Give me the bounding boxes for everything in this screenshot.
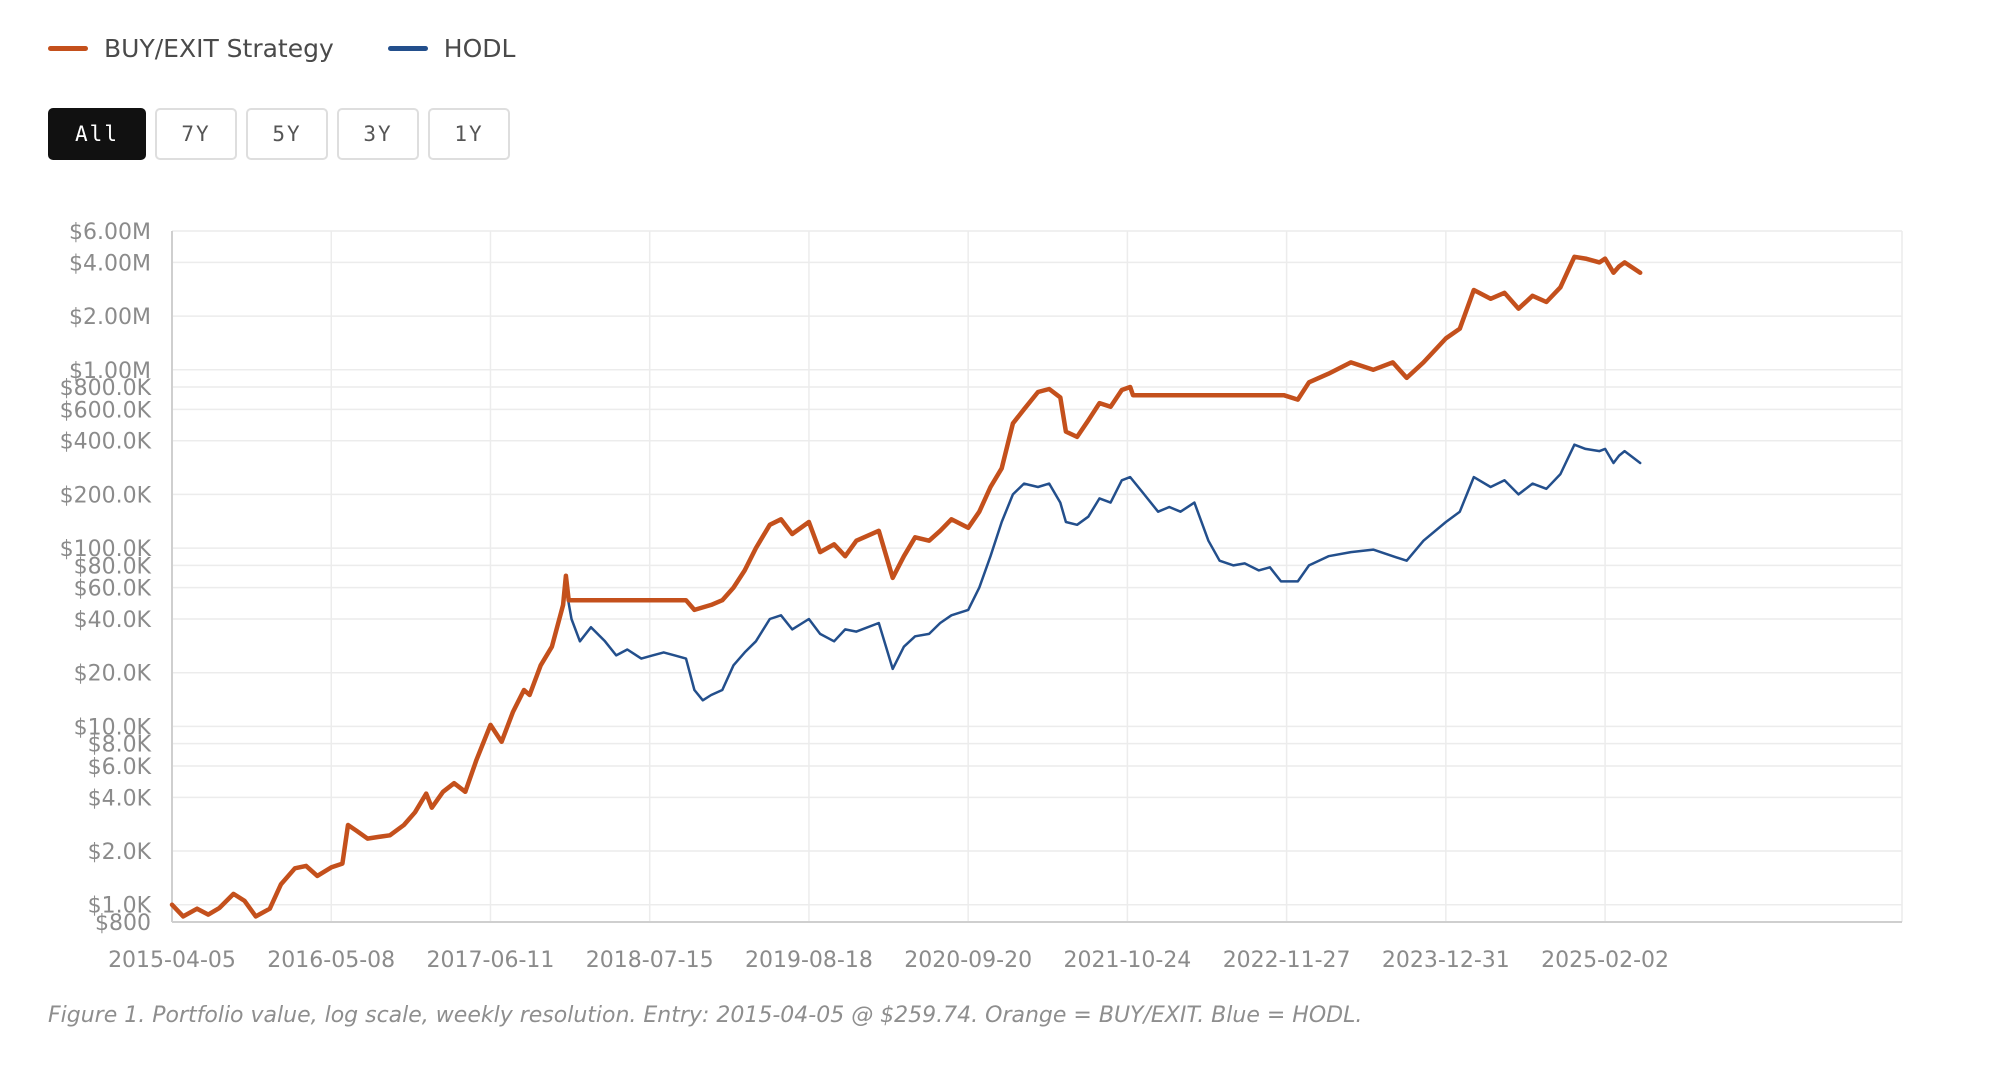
chart-tick-labels: $800$1.0K $2.0K $4.0K $6.0K$8.0K$10.0K $20.0…	[60, 220, 1669, 973]
range-button-5y[interactable]: 5Y	[246, 108, 328, 160]
x-tick-label: 2015-04-05	[108, 948, 236, 973]
y-tick-label: $80.0K	[74, 554, 152, 579]
y-tick-label: $6.00M	[69, 220, 151, 245]
x-tick-label: 2021-10-24	[1063, 948, 1191, 973]
y-tick-label: $60.0K	[74, 577, 152, 602]
portfolio-value-chart: $800$1.0K $2.0K $4.0K $6.0K$8.0K$10.0K $20.0…	[60, 220, 1903, 973]
y-tick-label: $4.00M	[69, 251, 151, 276]
x-tick-label: 2020-09-20	[904, 948, 1032, 973]
chart-series	[169, 254, 1643, 919]
legend-swatch-hodl	[387, 45, 428, 51]
range-button-3y[interactable]: 3Y	[337, 108, 419, 160]
y-tick-label: $4.0K	[88, 786, 152, 811]
chart-legend: BUY/EXIT Strategy HODL	[48, 28, 515, 68]
x-tick-label: 2025-02-02	[1541, 948, 1669, 973]
x-tick-label: 2019-08-18	[745, 948, 873, 973]
y-tick-label: $800.0K	[60, 376, 152, 401]
legend-swatch-buy-exit	[48, 45, 88, 51]
hodl-line	[564, 443, 1642, 702]
legend-label-buy-exit: BUY/EXIT Strategy	[104, 33, 334, 63]
y-tick-label: $600.0K	[60, 398, 152, 423]
range-button-1y[interactable]: 1Y	[428, 108, 510, 160]
x-tick-label: 2017-06-11	[427, 948, 555, 973]
figure-caption: Figure 1. Portfolio value, log scale, we…	[48, 1003, 1363, 1028]
range-button-7y[interactable]: 7Y	[155, 108, 237, 160]
legend-label-hodl: HODL	[443, 33, 516, 63]
buy-exit-strategy-line	[169, 254, 1643, 919]
y-tick-label: $2.0K	[88, 840, 152, 865]
y-tick-label: $10.0K	[74, 715, 152, 740]
y-tick-label: $400.0K	[60, 430, 152, 455]
range-button-all[interactable]: All	[48, 108, 146, 160]
y-tick-label: $1.0K	[88, 894, 152, 919]
x-tick-label: 2018-07-15	[586, 948, 714, 973]
y-tick-label: $20.0K	[74, 662, 152, 687]
x-tick-label: 2022-11-27	[1223, 948, 1351, 973]
y-tick-label: $100.0K	[60, 537, 152, 562]
y-tick-label: $8.0K	[88, 733, 152, 758]
chart-grid	[171, 230, 1903, 923]
y-tick-label: $1.00M	[69, 359, 151, 384]
y-tick-label: $800	[95, 911, 151, 936]
y-tick-label: $2.00M	[69, 305, 151, 330]
chart-axes	[171, 231, 1902, 923]
y-tick-label: $6.0K	[88, 755, 152, 780]
legend-item-hodl[interactable]: HODL	[387, 33, 516, 63]
y-tick-label: $200.0K	[60, 483, 152, 508]
legend-item-buy-exit[interactable]: BUY/EXIT Strategy	[48, 34, 334, 63]
x-tick-label: 2023-12-31	[1382, 948, 1510, 973]
y-tick-label: $40.0K	[74, 608, 152, 633]
x-tick-label: 2016-05-08	[267, 948, 395, 973]
time-range-selector: All 7Y 5Y 3Y 1Y	[48, 108, 510, 160]
